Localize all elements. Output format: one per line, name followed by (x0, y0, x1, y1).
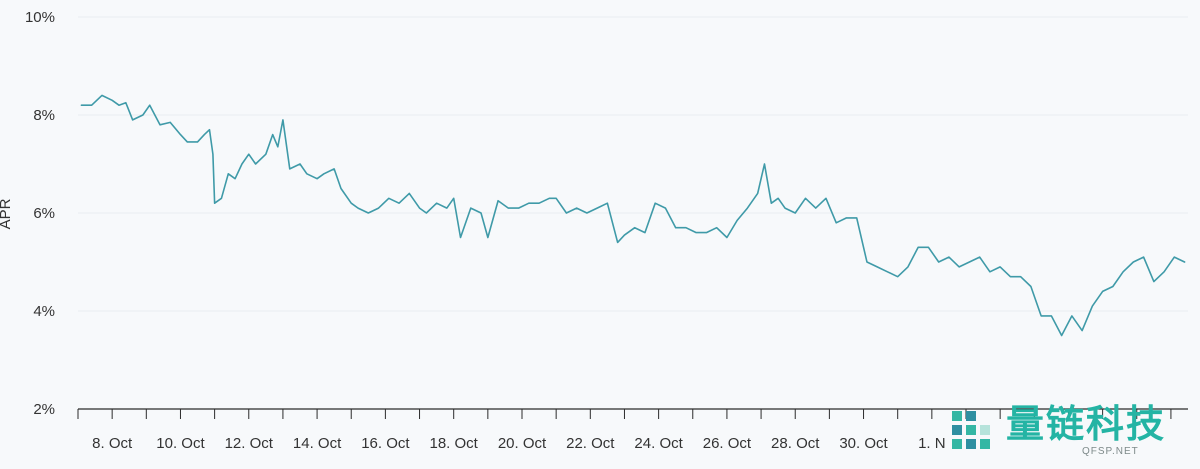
watermark-title: 量链科技 (1006, 402, 1167, 446)
y-tick-label: 10% (25, 9, 55, 26)
x-tick-label: 8. Oct (92, 435, 133, 452)
x-tick-label: 22. Oct (566, 435, 615, 452)
x-tick-label: 12. Oct (225, 435, 274, 452)
y-axis-title: APR (0, 198, 14, 229)
y-tick-label: 8% (33, 107, 55, 124)
x-tick-label: 14. Oct (293, 435, 342, 452)
x-tick-label: 10. Oct (156, 435, 205, 452)
x-tick-label: 26. Oct (703, 435, 752, 452)
series-layer (80, 94, 1186, 337)
y-tick-label: 4% (33, 303, 55, 320)
x-tick-label: 28. Oct (771, 435, 820, 452)
grid-layer (78, 16, 1188, 312)
x-tick-label: 24. Oct (634, 435, 683, 452)
x-tick-label: 18. Oct (430, 435, 479, 452)
watermark-logo: 量链科技 QFSP.NET (946, 400, 1184, 462)
watermark-subtitle: QFSP.NET (1082, 446, 1139, 457)
axis-layer (77, 408, 1188, 419)
x-tick-label: 20. Oct (498, 435, 547, 452)
y-tick-label: 2% (33, 401, 55, 418)
x-tick-label: 30. Oct (839, 435, 888, 452)
label-layer: 2% 4% 6% 8% 10% APR 8. Oct 10. Oct 12. Oct 14. Oc… (0, 9, 946, 452)
x-tick-label: 16. Oct (361, 435, 410, 452)
qfsp-logo-icon (952, 411, 990, 449)
apr-series-line (80, 94, 1186, 337)
x-tick-label: 1. N (918, 435, 946, 452)
y-tick-label: 6% (33, 205, 55, 222)
